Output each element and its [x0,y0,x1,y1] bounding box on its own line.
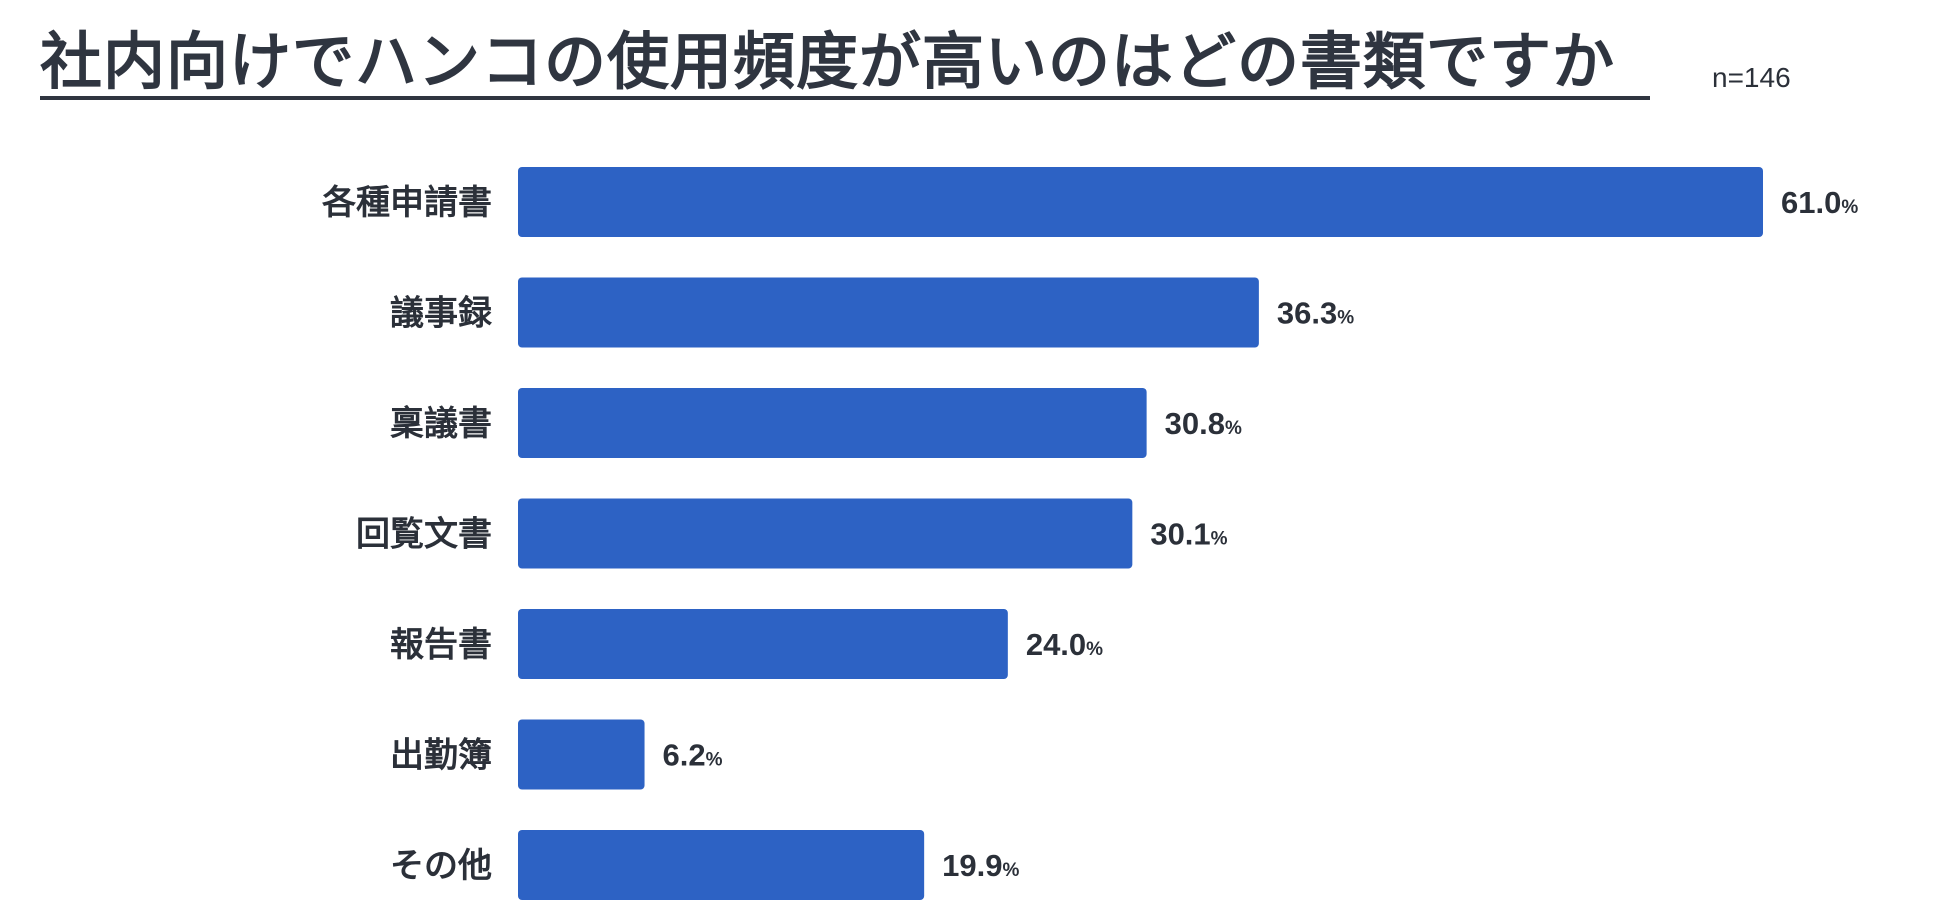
value-label: 24.0% [1026,627,1103,662]
value-label: 19.9% [942,848,1019,883]
category-label: 回覧文書 [356,515,492,555]
percent-unit: % [1225,418,1242,439]
category-label: 各種申請書 [322,183,492,223]
bar-2 [518,277,1259,348]
bar-1 [518,167,1763,237]
percent-unit: % [1086,639,1103,660]
value-label: 61.0% [1781,185,1858,220]
category-label: 議事録 [390,294,493,334]
bar-4 [518,498,1133,569]
category-label: 稟議書 [390,404,492,444]
value-number: 36.3 [1277,296,1337,331]
value-number: 19.9 [942,848,1002,883]
value-number: 30.8 [1165,406,1225,441]
value-label: 36.3% [1277,296,1354,331]
value-number: 61.0 [1781,185,1841,220]
chart-title: 社内向けでハンコの使用頻度が高いのはどの書類ですか [40,25,1616,98]
bar-3 [518,388,1147,458]
percent-unit: % [1841,197,1858,218]
sample-size: n=146 [1712,62,1791,93]
bar-5 [518,609,1008,679]
value-number: 30.1 [1150,517,1210,552]
percent-unit: % [1211,529,1228,550]
percent-unit: % [1002,860,1019,881]
value-number: 6.2 [663,738,706,773]
value-label: 30.1% [1150,517,1227,552]
percent-unit: % [706,750,723,771]
title-underline [40,96,1650,100]
value-label: 30.8% [1165,406,1242,441]
bar-6 [518,719,645,790]
category-label: 出勤簿 [390,736,492,776]
percent-unit: % [1337,308,1354,329]
value-label: 6.2% [663,738,723,773]
value-number: 24.0 [1026,627,1086,662]
category-label: その他 [390,846,492,886]
category-label: 報告書 [390,625,492,665]
bar-7 [518,830,925,900]
